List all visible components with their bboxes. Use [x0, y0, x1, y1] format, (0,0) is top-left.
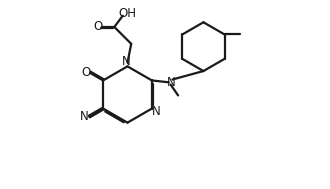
Text: N: N: [152, 105, 161, 118]
Text: N: N: [167, 76, 176, 89]
Text: O: O: [82, 66, 91, 79]
Text: OH: OH: [118, 7, 136, 20]
Text: N: N: [122, 55, 131, 68]
Text: O: O: [94, 20, 103, 33]
Text: N: N: [80, 110, 89, 123]
